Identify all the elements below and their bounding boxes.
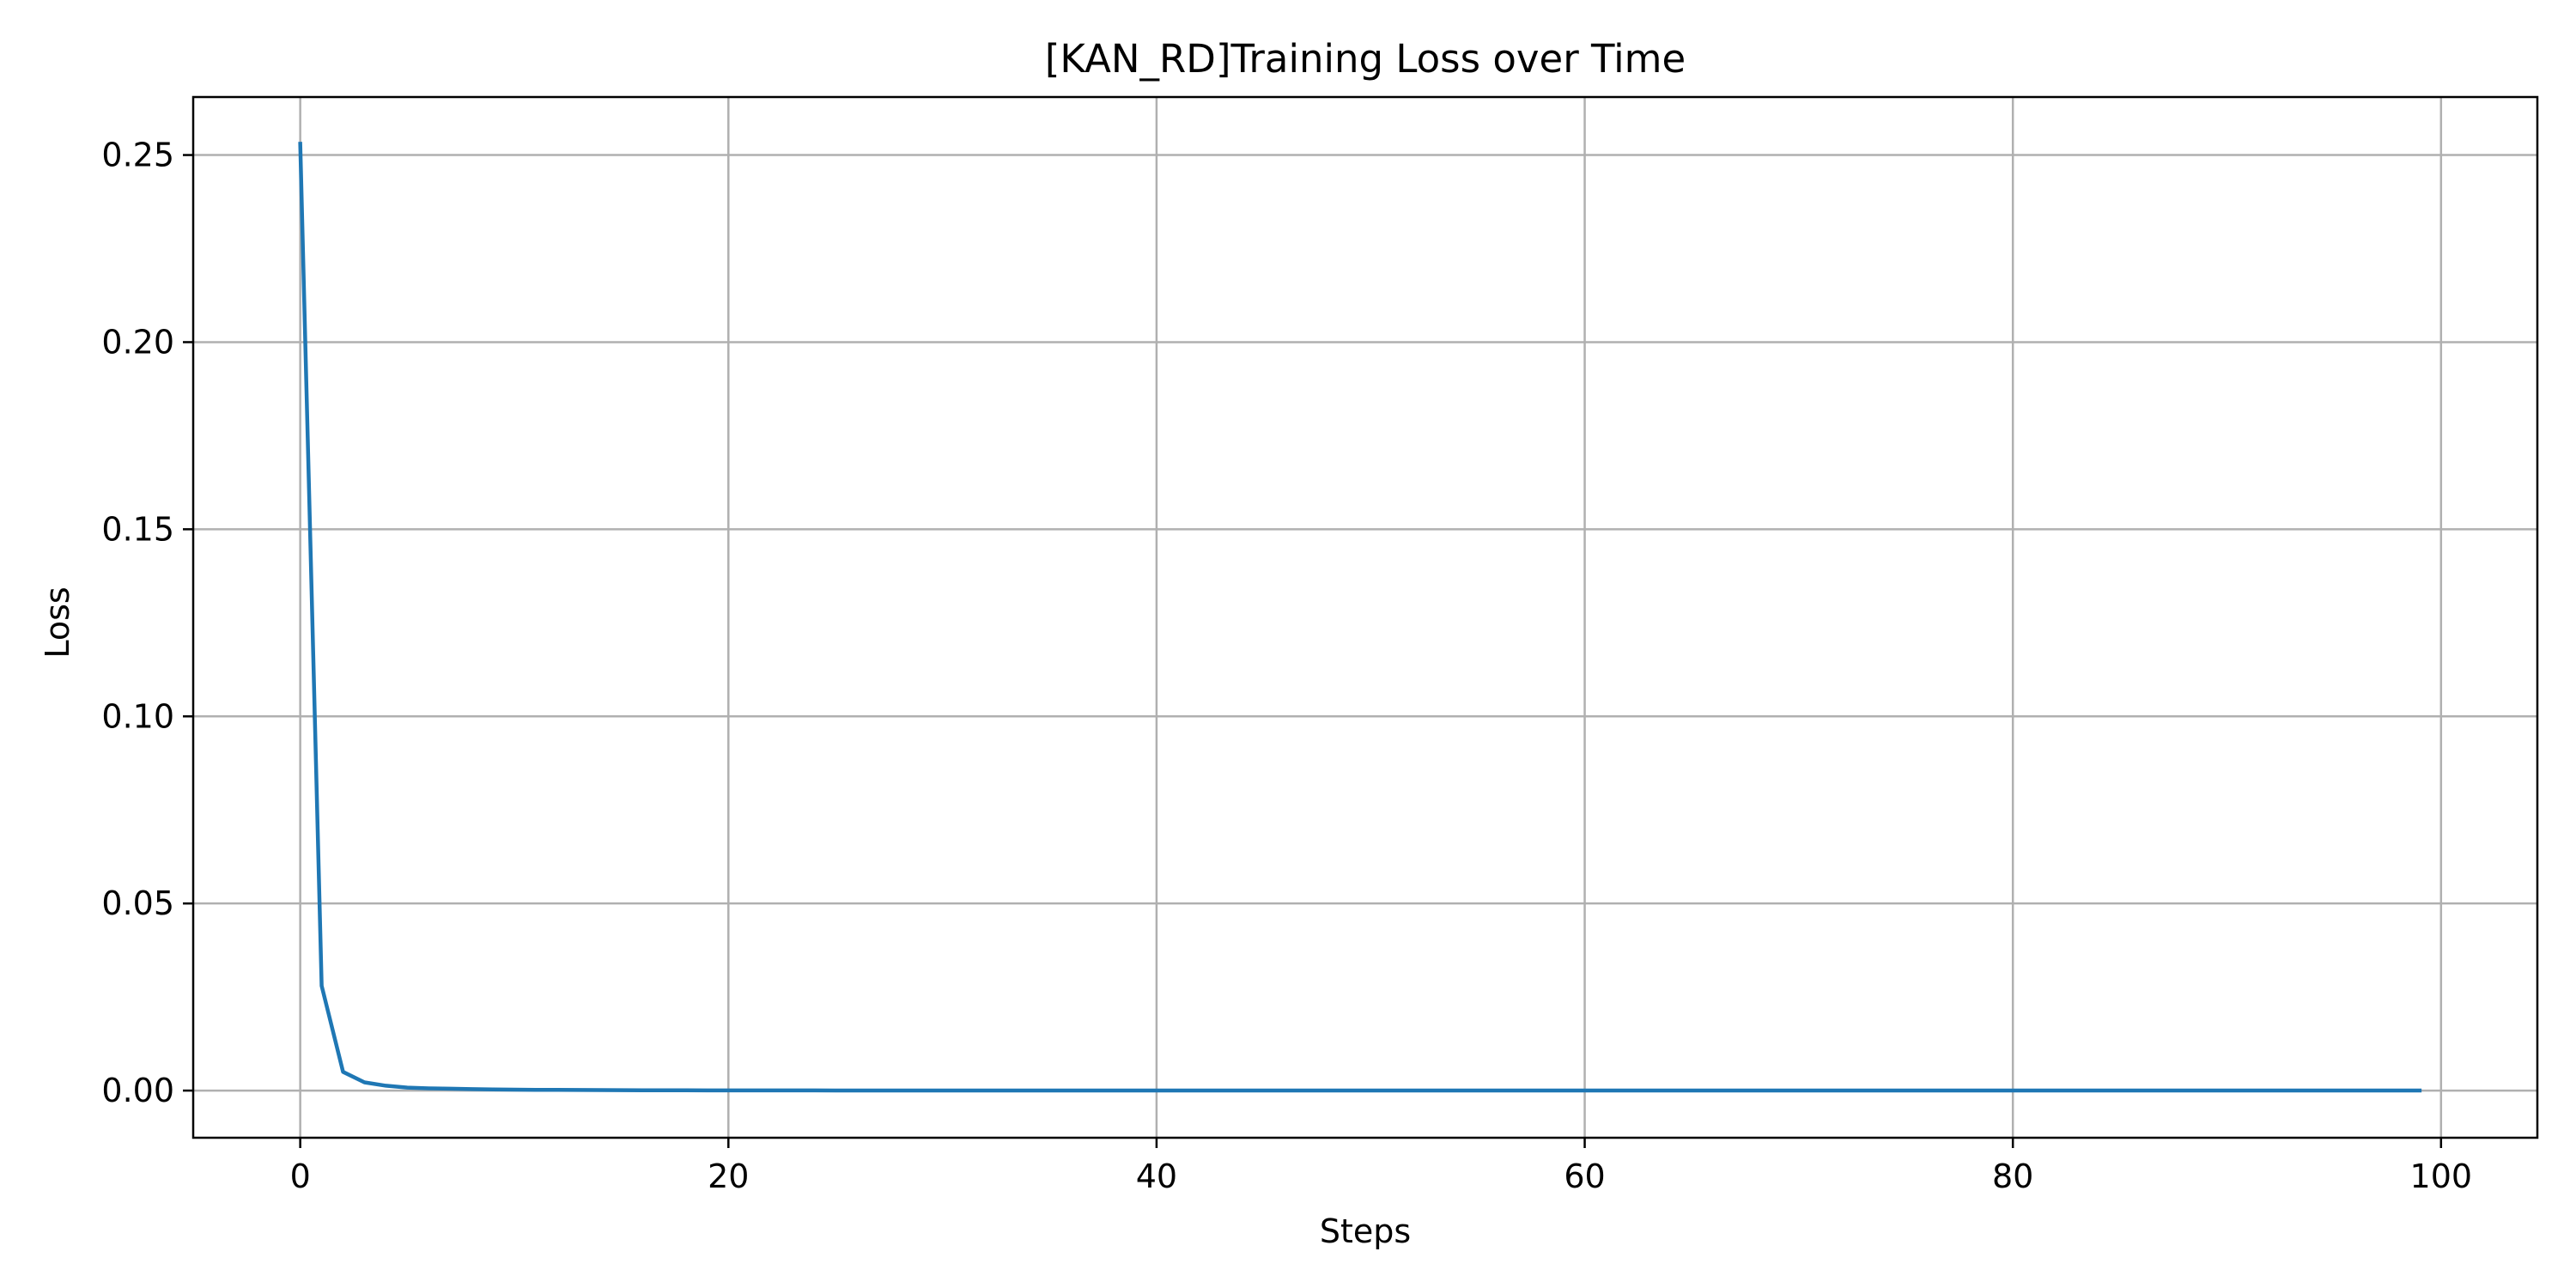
x-tick-label: 0 [290,1157,311,1195]
y-tick-label: 0.05 [101,884,174,922]
chart-title: [KAN_RD]Training Loss over Time [1045,36,1686,82]
loss-series-line [298,142,2422,1093]
plot-frame [191,95,2539,1139]
y-tick-label: 0.20 [101,323,174,361]
x-axis-label: Steps [1320,1212,1411,1250]
y-tick-label: 0.15 [101,510,174,548]
y-tick-label: 0.25 [101,137,174,174]
x-tick-label: 20 [708,1157,749,1195]
tick-layer: 0 20 40 60 80 100 0.00 0.05 0.10 0.15 0.20 0.25 [101,137,2472,1195]
x-tick-label: 60 [1564,1157,1605,1195]
x-tick-label: 80 [1992,1157,2033,1195]
y-tick-label: 0.00 [101,1072,174,1109]
x-tick-label: 40 [1136,1157,1177,1195]
y-tick-label: 0.10 [101,697,174,735]
y-axis-label: Loss [39,586,76,658]
series-layer [298,142,2422,1093]
x-tick-label: 100 [2410,1157,2473,1195]
